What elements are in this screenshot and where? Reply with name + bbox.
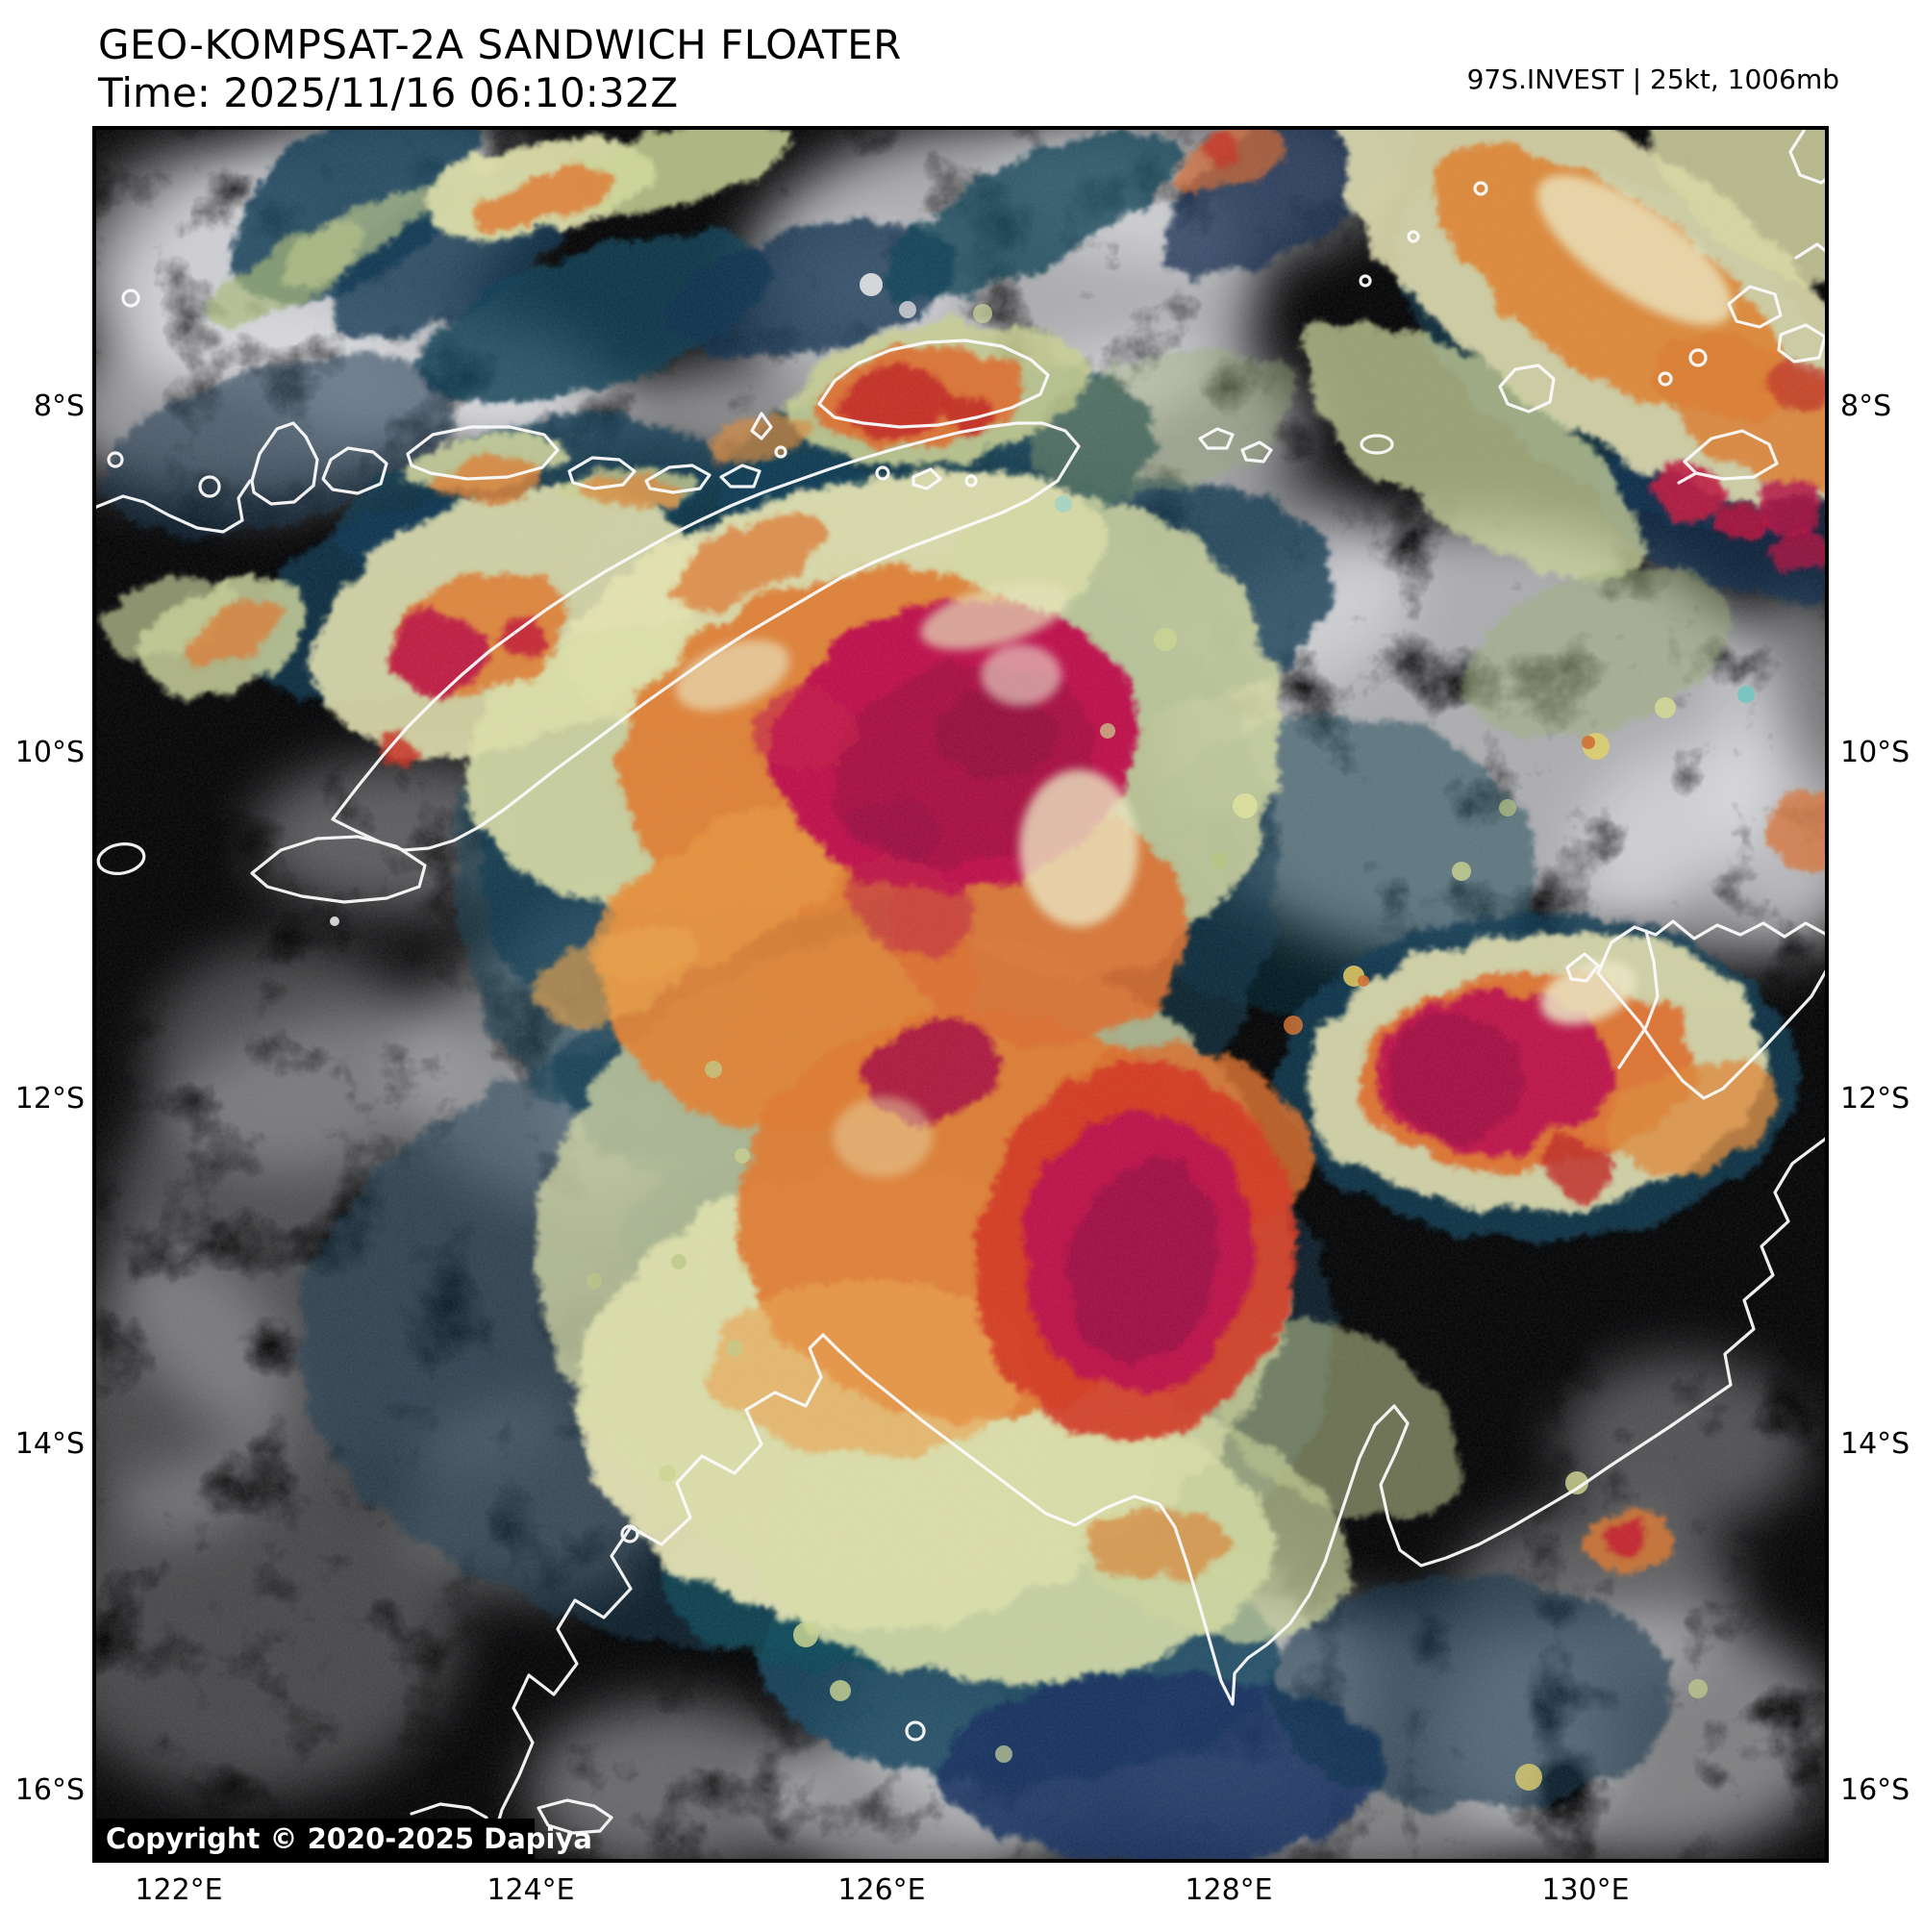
island-alor — [250, 421, 319, 506]
lon-label-124e: 124°E — [487, 1873, 575, 1907]
islet-kimberley — [537, 1798, 613, 1835]
islet — [1565, 952, 1600, 983]
lon-label-122e: 122°E — [135, 1873, 223, 1907]
lat-label-10s-left: 10°S — [14, 736, 85, 769]
island-chain — [644, 464, 712, 494]
islet-kimberley — [410, 1802, 488, 1819]
coast-australia — [487, 1136, 1827, 1861]
island-chain — [567, 456, 637, 490]
product-title: GEO-KOMPSAT-2A SANDWICH FLOATER — [98, 21, 902, 68]
timestamp: Time: 2025/11/16 06:10:32Z — [98, 69, 679, 116]
islands-topright — [1788, 129, 1827, 185]
island-channel — [1617, 929, 1660, 1069]
grain-texture — [94, 128, 1827, 1861]
island-sumba — [250, 835, 427, 904]
lat-label-16s-right: 16°S — [1840, 1773, 1911, 1807]
islet — [750, 412, 773, 440]
islet — [1198, 427, 1235, 450]
island-ring — [198, 475, 221, 498]
islet — [620, 1524, 639, 1543]
islet — [905, 1720, 926, 1742]
lat-label-8s-right: 8°S — [1840, 389, 1892, 423]
storm-info: 97S.INVEST | 25kt, 1006mb — [1466, 63, 1839, 95]
island-alor — [321, 446, 388, 495]
island-wetar — [817, 339, 1050, 429]
islet — [1658, 371, 1673, 387]
lat-label-12s-right: 12°S — [1840, 1082, 1911, 1116]
lat-label-12s-left: 12°S — [14, 1082, 85, 1116]
coastlines — [94, 129, 1827, 1861]
island-ring — [96, 842, 146, 875]
island-ring — [121, 289, 140, 308]
islet — [774, 445, 787, 459]
lat-label-8s-left: 8°S — [33, 389, 85, 423]
islet — [875, 465, 890, 481]
lat-label-14s-right: 14°S — [1840, 1427, 1911, 1461]
islet — [1359, 274, 1372, 288]
islands-topright — [1777, 323, 1827, 364]
islet — [1473, 181, 1488, 196]
islands-topright — [1794, 242, 1827, 260]
island-chain — [719, 464, 762, 489]
lat-label-16s-left: 16°S — [14, 1773, 85, 1807]
lon-label-130e: 130°E — [1541, 1873, 1630, 1907]
island-melville — [1596, 919, 1827, 1100]
map-frame — [94, 128, 1827, 1861]
islet — [912, 467, 942, 490]
lon-label-126e: 126°E — [837, 1873, 926, 1907]
lat-label-10s-right: 10°S — [1840, 736, 1911, 769]
copyright-banner: Copyright © 2020-2025 Dapiya — [96, 1819, 592, 1859]
islet — [1407, 230, 1420, 243]
lat-label-14s-left: 14°S — [14, 1427, 85, 1461]
island-timor — [331, 421, 1081, 852]
islet — [1360, 434, 1394, 455]
island-chain — [406, 425, 560, 481]
lon-label-128e: 128°E — [1185, 1873, 1273, 1907]
islet — [1688, 348, 1708, 367]
coast-flores-line — [94, 479, 252, 534]
map-border — [92, 126, 1829, 1863]
islet — [1240, 440, 1273, 464]
islands-topright — [1727, 285, 1783, 329]
island-ring — [107, 451, 124, 468]
islet — [964, 474, 978, 488]
island-hex — [1498, 364, 1556, 414]
island-pointed — [1677, 429, 1779, 485]
